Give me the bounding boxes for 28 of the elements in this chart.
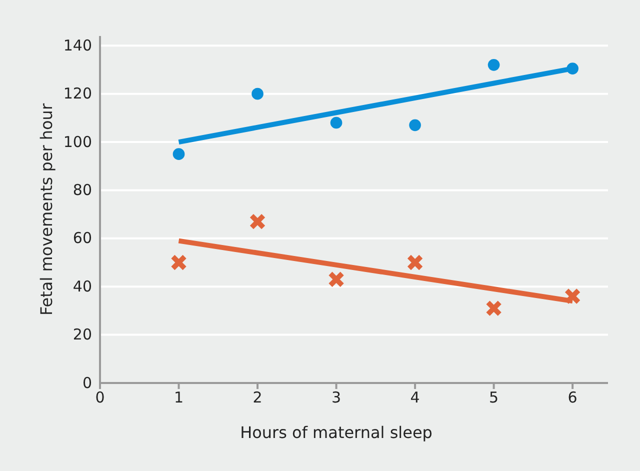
x-tick-label: 4: [410, 388, 420, 407]
y-tick-label: 40: [72, 277, 92, 296]
point: [249, 213, 266, 230]
x-axis-title: Hours of maternal sleep: [240, 423, 432, 442]
point: [170, 254, 188, 271]
y-tick-label: 20: [72, 326, 92, 344]
x-tick-label: 5: [489, 388, 499, 407]
y-tick-label: 140: [63, 36, 92, 54]
y-axis-title: Fetal movements per hour: [37, 103, 56, 316]
point: [564, 288, 581, 305]
x-tick-label: 2: [252, 388, 262, 407]
point: [488, 59, 500, 71]
y-tick-label: 60: [72, 229, 92, 248]
y-tick-label: 0: [82, 374, 92, 392]
y-tick-label: 80: [72, 181, 92, 200]
point: [406, 254, 424, 271]
point: [409, 119, 421, 132]
point: [252, 88, 264, 100]
point: [328, 271, 345, 288]
point: [330, 116, 342, 129]
x-tick-label: 1: [174, 388, 184, 407]
x-tick-label: 3: [332, 388, 342, 407]
point: [485, 300, 502, 317]
x-tick-label: 0: [95, 388, 105, 407]
x-tick-label: 6: [568, 388, 578, 407]
y-tick-label: 120: [63, 84, 92, 103]
point: [172, 148, 185, 160]
y-tick-label: 100: [63, 132, 92, 151]
